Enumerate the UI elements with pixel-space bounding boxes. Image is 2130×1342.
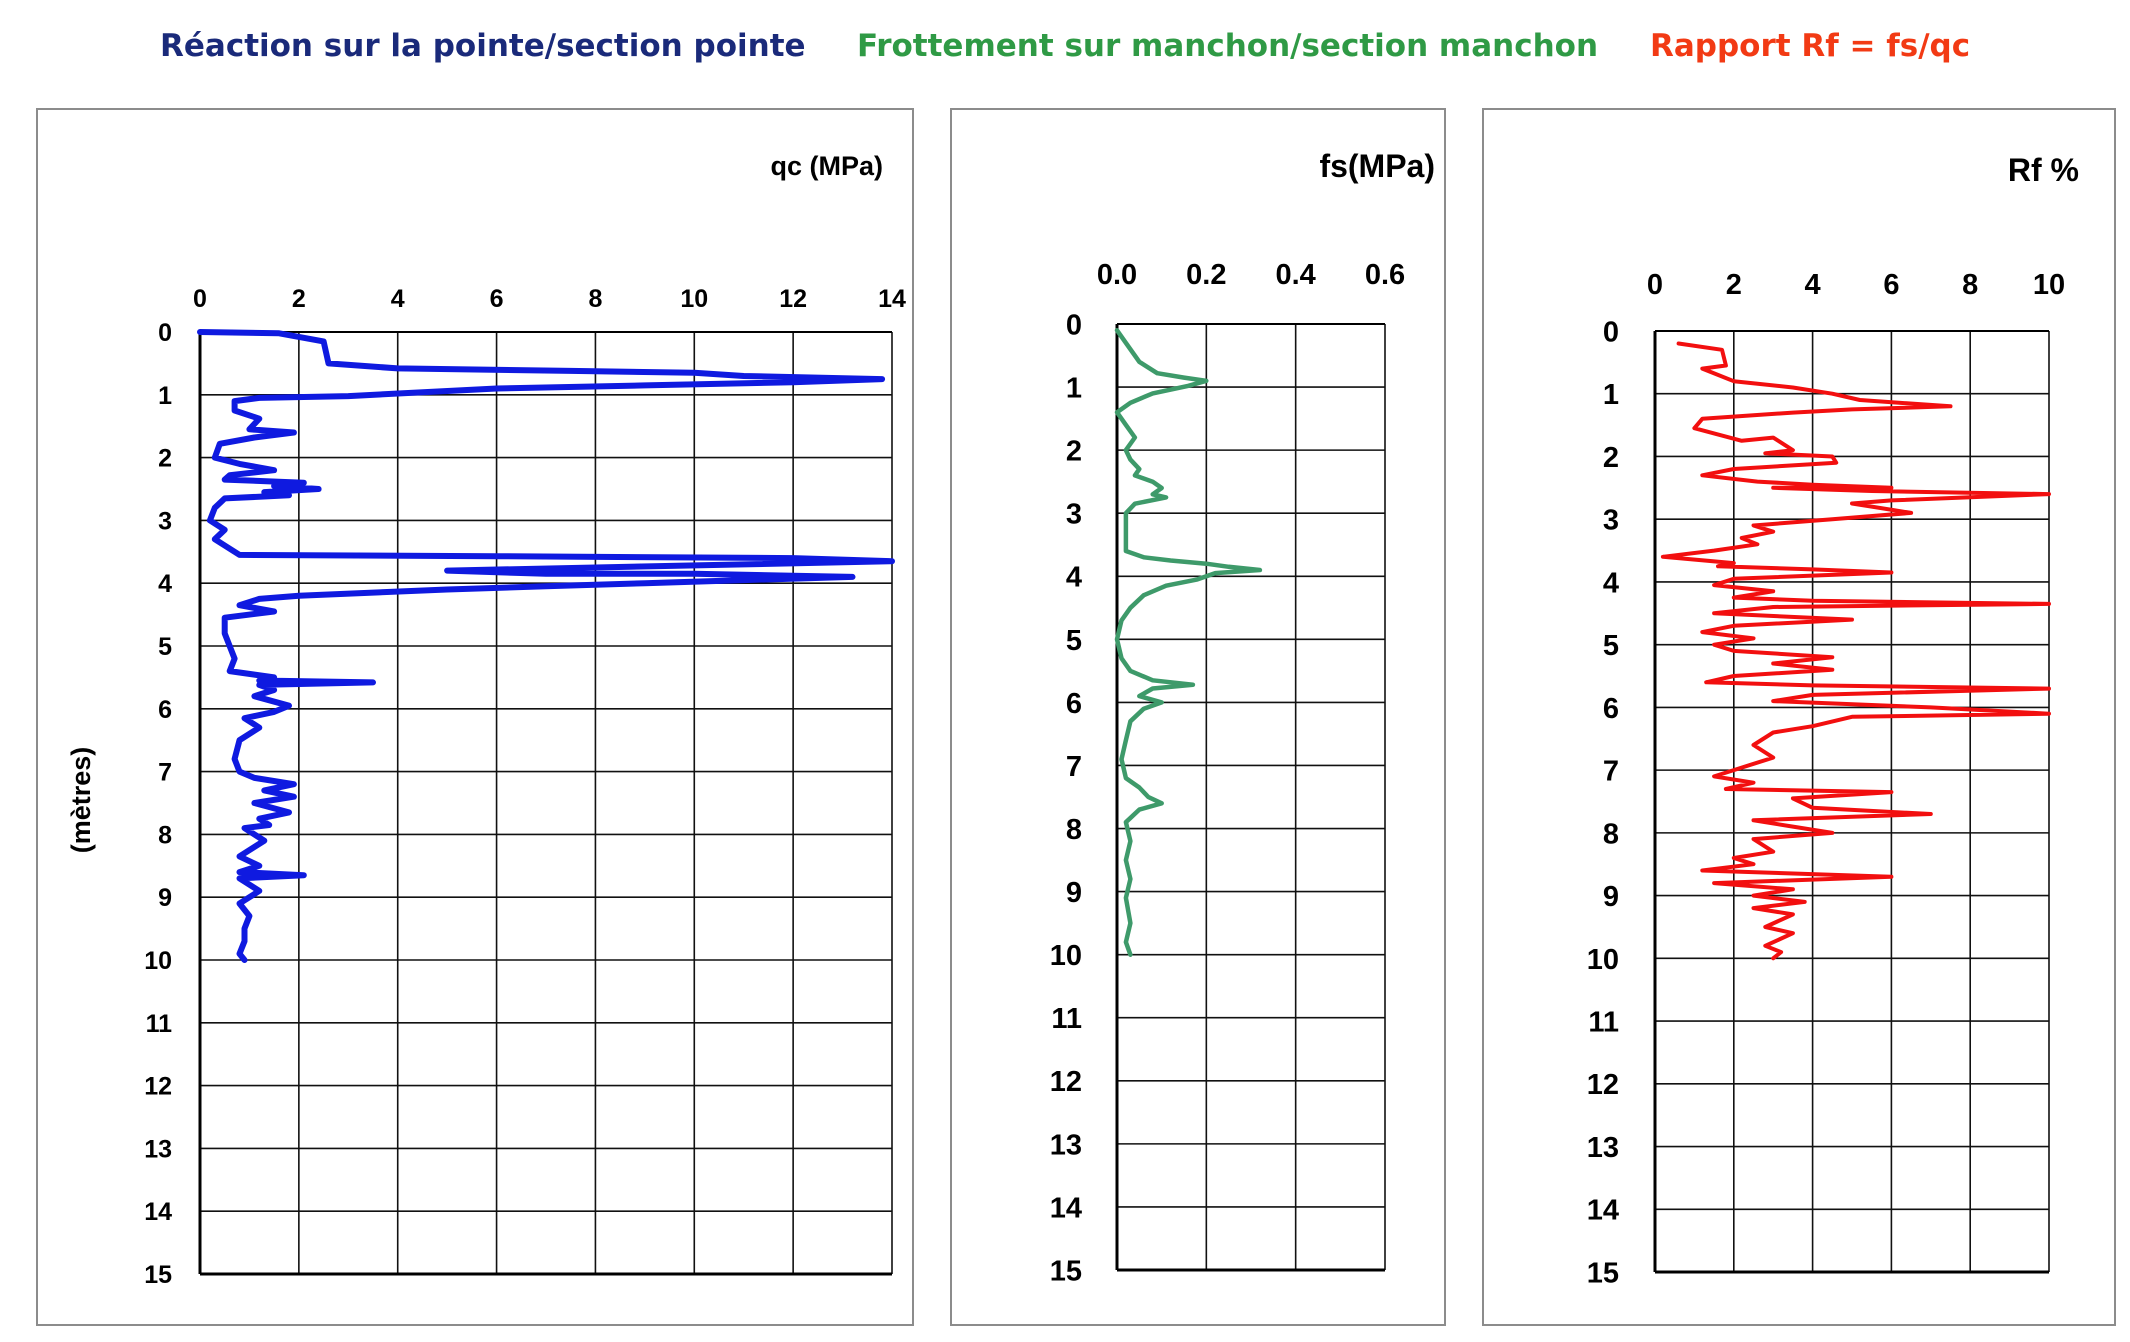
x-tick-label: 10: [680, 285, 708, 313]
y-tick-label: 8: [1066, 814, 1082, 846]
y-tick-label: 15: [1587, 1257, 1619, 1289]
y-tick-label: 6: [1603, 693, 1619, 725]
series-line: [1114, 328, 1263, 957]
y-tick-label: 0: [1603, 316, 1619, 348]
x-tick-label: 12: [779, 285, 807, 313]
y-tick-label: 1: [1603, 379, 1619, 411]
x-tick-label: 14: [878, 285, 906, 313]
y-tick-label: 2: [1066, 436, 1082, 468]
y-tick-label: 7: [158, 759, 172, 787]
y-tick-label: 4: [1066, 562, 1082, 594]
y-tick-label: 10: [1587, 944, 1619, 976]
y-tick-label: 14: [144, 1198, 172, 1226]
x-tick-label: 0.0: [1097, 259, 1137, 291]
heading-fs: Frottement sur manchon/section manchon: [857, 28, 1599, 64]
y-tick-label: 13: [144, 1135, 172, 1163]
x-tick-label: 10: [2033, 269, 2065, 301]
series-line: [1660, 341, 2051, 961]
y-tick-label: 9: [1603, 881, 1619, 913]
x-tick-label: 2: [292, 285, 306, 313]
x-axis-label: Rf %: [2008, 152, 2079, 188]
y-tick-label: 11: [1588, 1007, 1619, 1039]
series-line: [197, 329, 895, 963]
x-tick-label: 6: [490, 285, 504, 313]
y-tick-label: 10: [1050, 940, 1082, 972]
panel-rf: 0 2 4 6 8 10 0 1 2 3 4 5 6 7 8 9 10 11 12 13 14 15 Rf %: [1482, 108, 2116, 1326]
x-axis-label: fs(MPa): [1319, 148, 1435, 184]
heading-rf: Rapport Rf = fs/qc: [1650, 28, 1971, 64]
y-tick-label: 12: [144, 1073, 172, 1101]
y-axis-label: (mètres): [66, 747, 96, 854]
x-tick-label: 6: [1883, 269, 1899, 301]
y-tick-label: 4: [158, 570, 172, 598]
y-tick-label: 9: [1066, 877, 1082, 909]
y-tick-label: 9: [158, 884, 172, 912]
y-tick-label: 5: [1603, 630, 1619, 662]
panel-qc: 0 2 4 6 8 10 12 14 0 1 2 3 4 5 6 7 8 9 10 11 12 13 14 15 qc (MPa…: [36, 108, 914, 1326]
y-tick-label: 11: [146, 1010, 173, 1038]
y-tick-label: 5: [1066, 625, 1082, 657]
y-tick-label: 0: [158, 319, 172, 347]
x-tick-label: 4: [1805, 269, 1821, 301]
x-axis-label: qc (MPa): [770, 151, 883, 181]
y-tick-label: 8: [1603, 818, 1619, 850]
x-tick-label: 8: [1962, 269, 1978, 301]
y-tick-label: 2: [158, 445, 172, 473]
x-tick-label: 0.2: [1186, 259, 1226, 291]
x-tick-label: 0: [193, 285, 207, 313]
y-tick-label: 3: [1066, 499, 1082, 531]
x-tick-label: 4: [391, 285, 405, 313]
y-tick-label: 15: [144, 1261, 172, 1289]
y-tick-label: 15: [1050, 1255, 1082, 1287]
y-tick-label: 13: [1587, 1132, 1619, 1164]
y-tick-label: 3: [158, 507, 172, 535]
y-tick-label: 3: [1603, 505, 1619, 537]
grid: [199, 331, 893, 1275]
y-tick-label: 7: [1066, 751, 1082, 783]
chart-fs: 0.0 0.2 0.4 0.60123456789101112131415fs(MPa…: [1050, 148, 1435, 1287]
x-tick-label: 2: [1726, 269, 1742, 301]
grid: [1116, 323, 1386, 1271]
y-tick-label: 13: [1050, 1129, 1082, 1161]
heading-qc: Réaction sur la pointe/section pointe: [160, 28, 806, 64]
y-tick-label: 0: [1066, 309, 1082, 341]
y-tick-label: 14: [1587, 1195, 1619, 1227]
y-tick-label: 1: [1066, 373, 1082, 405]
panel-fs: 0.0 0.2 0.4 0.6 0 1 2 3 4 5 6 7 8 9 10 11 12 13 14 15 fs(MPa…: [950, 108, 1446, 1326]
y-tick-label: 7: [1603, 756, 1619, 788]
y-tick-label: 1: [158, 382, 172, 410]
x-tick-label: 0.6: [1365, 259, 1405, 291]
y-tick-label: 12: [1587, 1069, 1619, 1101]
x-tick-label: 8: [588, 285, 602, 313]
y-tick-label: 2: [1603, 442, 1619, 474]
y-tick-label: 11: [1051, 1003, 1082, 1035]
y-tick-label: 10: [144, 947, 172, 975]
y-tick-label: 4: [1603, 567, 1619, 599]
y-tick-label: 5: [158, 633, 172, 661]
x-tick-label: 0.4: [1276, 259, 1316, 291]
y-tick-label: 12: [1050, 1066, 1082, 1098]
y-tick-label: 6: [158, 696, 172, 724]
y-tick-label: 8: [158, 821, 172, 849]
y-tick-label: 14: [1050, 1192, 1082, 1224]
y-tick-label: 6: [1066, 688, 1082, 720]
x-tick-label: 0: [1647, 269, 1663, 301]
